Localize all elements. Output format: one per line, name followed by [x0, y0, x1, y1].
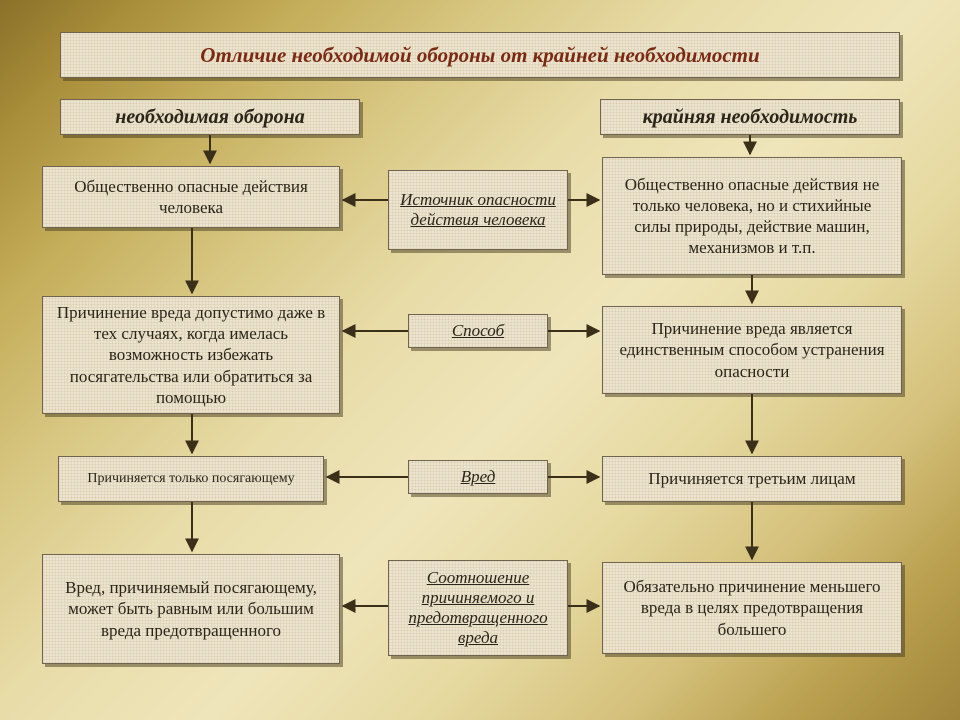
criteria-row1-text: Источник опасности действия человека — [399, 190, 557, 230]
criteria-row4-text: Соотношение причиняемого и предотвращенн… — [399, 568, 557, 648]
right-row1-text: Общественно опасные действия не только ч… — [613, 174, 891, 259]
left-header: необходимая оборона — [60, 99, 360, 135]
right-row3-text: Причиняется третьим лицам — [648, 468, 855, 489]
left-row4: Вред, причиняемый посягающему, может быт… — [42, 554, 340, 664]
right-row2-text: Причинение вреда является единственным с… — [613, 318, 891, 382]
right-row4: Обязательно причинение меньшего вреда в … — [602, 562, 902, 654]
right-row1: Общественно опасные действия не только ч… — [602, 157, 902, 275]
criteria-row4: Соотношение причиняемого и предотвращенн… — [388, 560, 568, 656]
left-row4-text: Вред, причиняемый посягающему, может быт… — [53, 577, 329, 641]
title-text: Отличие необходимой обороны от крайней н… — [200, 43, 759, 68]
criteria-row3: Вред — [408, 460, 548, 494]
right-row2: Причинение вреда является единственным с… — [602, 306, 902, 394]
left-row3: Причиняется только посягающему — [58, 456, 324, 502]
right-header-text: крайняя необходимость — [643, 106, 858, 129]
title-box: Отличие необходимой обороны от крайней н… — [60, 32, 900, 78]
left-row2: Причинение вреда допустимо даже в тех сл… — [42, 296, 340, 414]
left-row3-text: Причиняется только посягающему — [87, 470, 294, 488]
criteria-row2-text: Способ — [452, 321, 504, 341]
left-row1-text: Общественно опасные действия человека — [53, 176, 329, 219]
right-header: крайняя необходимость — [600, 99, 900, 135]
right-row3: Причиняется третьим лицам — [602, 456, 902, 502]
criteria-row3-text: Вред — [461, 467, 496, 487]
left-row2-text: Причинение вреда допустимо даже в тех сл… — [53, 302, 329, 408]
criteria-row2: Способ — [408, 314, 548, 348]
right-row4-text: Обязательно причинение меньшего вреда в … — [613, 576, 891, 640]
left-row1: Общественно опасные действия человека — [42, 166, 340, 228]
criteria-row1: Источник опасности действия человека — [388, 170, 568, 250]
left-header-text: необходимая оборона — [115, 106, 304, 129]
